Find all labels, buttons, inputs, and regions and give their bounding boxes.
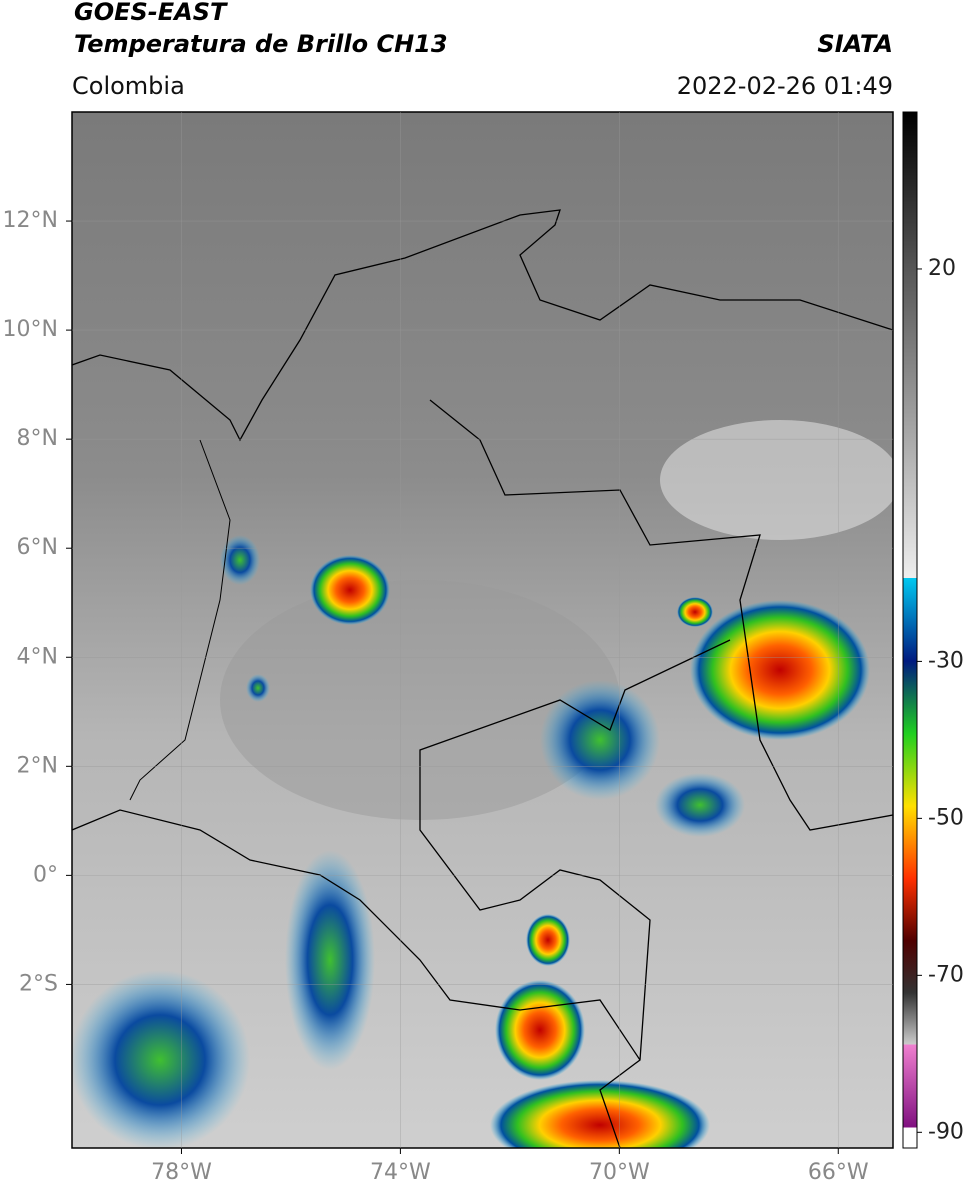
x-tick-label: 78°W xyxy=(151,1160,212,1185)
colorbar-tick-label: -30 xyxy=(928,648,964,673)
y-tick-label: 4°N xyxy=(17,644,58,669)
colorbar-tick-label: -90 xyxy=(928,1119,964,1144)
map-frame xyxy=(71,111,894,1149)
colorbar-tick-label: -50 xyxy=(928,805,964,830)
colorbar-tick-label: -70 xyxy=(928,962,964,987)
y-tick-label: 2°S xyxy=(19,971,58,996)
region: Colombia xyxy=(72,72,185,100)
x-tick-label: 66°W xyxy=(808,1160,869,1185)
y-tick-label: 12°N xyxy=(3,208,58,233)
satellite-image xyxy=(72,112,893,1148)
y-tick-label: 2°N xyxy=(17,753,58,778)
colorbar xyxy=(902,111,918,1149)
x-tick-label: 74°W xyxy=(370,1160,431,1185)
datetime: 2022-02-26 01:49 xyxy=(677,72,893,100)
y-tick-label: 0° xyxy=(33,862,58,887)
source: SIATA xyxy=(817,30,893,58)
y-tick-label: 10°N xyxy=(3,317,58,342)
title: GOES-EAST xyxy=(74,0,228,26)
colorbar-tick-label: 20 xyxy=(928,256,956,281)
y-tick-label: 6°N xyxy=(17,535,58,560)
subtitle: Temperatura de Brillo CH13 xyxy=(74,30,448,58)
y-tick-label: 8°N xyxy=(17,426,58,451)
x-tick-label: 70°W xyxy=(589,1160,650,1185)
